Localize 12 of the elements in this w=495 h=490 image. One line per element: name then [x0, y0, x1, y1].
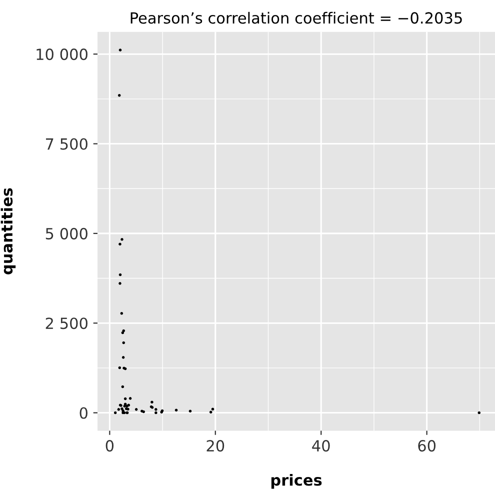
- x-axis-title: prices: [271, 474, 322, 489]
- chart-title: Pearson’s correlation coefficient = −0.2035: [130, 12, 462, 24]
- x-tick-label: 0: [106, 440, 114, 452]
- y-tick-label: 0: [80, 407, 88, 419]
- y-tick-label: 10 000: [36, 48, 88, 60]
- y-tick-label: 7 500: [46, 138, 88, 150]
- y-axis-title: quantities: [0, 188, 16, 274]
- y-tick-label: 2 500: [46, 318, 88, 330]
- x-tick-label: 20: [206, 440, 224, 452]
- x-tick-label: 60: [418, 440, 436, 452]
- x-tick-label: 40: [312, 440, 330, 452]
- y-tick-label: 5 000: [46, 228, 88, 240]
